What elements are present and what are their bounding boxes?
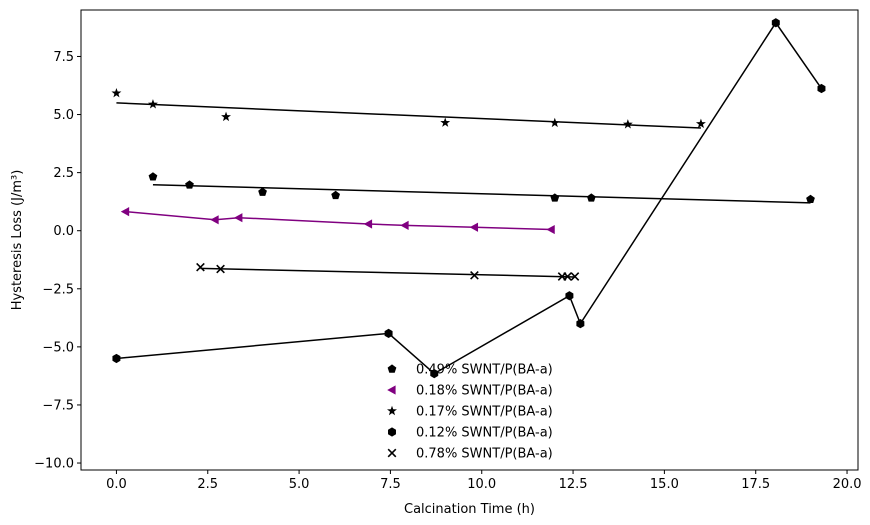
series-line-4 [116, 23, 821, 374]
data-point-series-2 [210, 215, 218, 224]
x-tick-label: 7.5 [380, 477, 401, 492]
x-axis-label: Calcination Time (h) [404, 502, 535, 517]
y-tick-label: −7.5 [42, 398, 74, 413]
x-tick-label: 17.5 [741, 477, 770, 492]
data-point-series-3 [696, 119, 706, 128]
legend-label: 0.17% SWNT/P(BA-a) [416, 405, 553, 420]
legend-marker [387, 385, 395, 394]
plot-frame [81, 10, 858, 470]
y-tick-label: −2.5 [42, 282, 74, 297]
data-point-series-2 [234, 213, 242, 222]
series-line-5 [200, 268, 574, 277]
x-tick-label: 2.5 [197, 477, 218, 492]
data-point-series-3 [148, 99, 158, 108]
data-point-series-2 [470, 223, 478, 232]
data-point-series-1 [258, 188, 267, 196]
data-point-series-1 [587, 193, 596, 201]
data-point-series-1 [550, 193, 559, 201]
legend-marker [388, 449, 396, 457]
data-point-series-2 [400, 221, 408, 230]
x-tick-label: 12.5 [559, 477, 588, 492]
y-axis-label: Hysteresis Loss (J/m³) [10, 170, 25, 311]
data-point-series-4 [565, 291, 573, 300]
data-point-series-3 [111, 88, 121, 97]
data-point-series-3 [221, 112, 231, 121]
y-tick-label: 2.5 [53, 166, 74, 181]
data-point-series-2 [121, 207, 129, 216]
data-point-series-4 [112, 354, 120, 363]
data-point-series-1 [331, 191, 340, 199]
series-line-3 [116, 103, 700, 128]
y-tick-label: −10.0 [34, 457, 74, 472]
x-tick-label: 10.0 [467, 477, 496, 492]
y-tick-label: 0.0 [53, 224, 74, 239]
y-tick-label: 7.5 [53, 50, 74, 65]
data-point-series-1 [806, 195, 815, 203]
x-tick-label: 15.0 [650, 477, 679, 492]
data-point-series-1 [185, 180, 194, 188]
data-point-series-5 [197, 263, 205, 271]
legend: 0.49% SWNT/P(BA-a) 0.18% SWNT/P(BA-a) 0.17… [387, 363, 553, 462]
series-line-1 [153, 185, 811, 203]
data-point-series-2 [364, 219, 372, 228]
series-lines [116, 23, 821, 374]
x-tick-label: 5.0 [289, 477, 310, 492]
series-markers [111, 18, 825, 378]
legend-label: 0.49% SWNT/P(BA-a) [416, 363, 553, 378]
data-point-series-1 [149, 172, 158, 180]
legend-marker [388, 364, 397, 372]
data-point-series-3 [440, 117, 450, 126]
data-point-series-2 [546, 225, 554, 234]
x-tick-label: 20.0 [833, 477, 862, 492]
legend-marker [387, 406, 397, 415]
data-point-series-3 [623, 119, 633, 128]
legend-label: 0.12% SWNT/P(BA-a) [416, 426, 553, 441]
data-point-series-3 [550, 118, 560, 127]
legend-label: 0.18% SWNT/P(BA-a) [416, 384, 553, 399]
x-tick-label: 0.0 [106, 477, 127, 492]
legend-marker [388, 427, 396, 436]
legend-label: 0.78% SWNT/P(BA-a) [416, 447, 553, 462]
series-line-2 [126, 212, 552, 230]
y-tick-label: −5.0 [42, 340, 74, 355]
y-tick-label: 5.0 [53, 108, 74, 123]
